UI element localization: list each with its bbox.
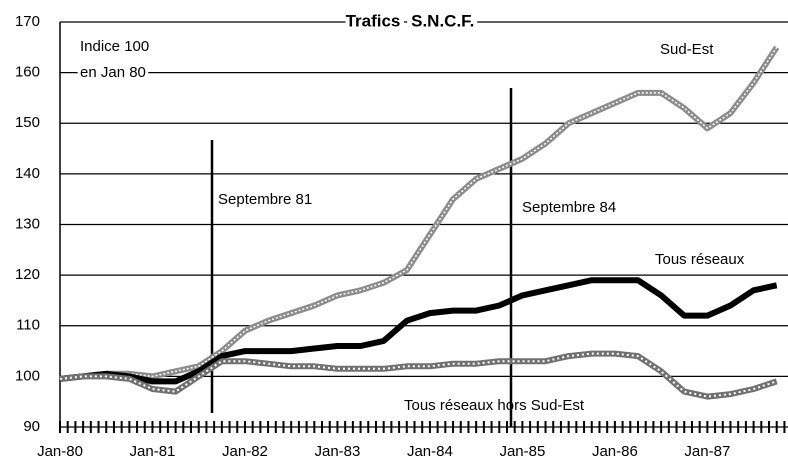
annotation: Septembre 84 [522, 199, 616, 216]
series-line-pattern [59, 352, 778, 398]
series-line [59, 45, 780, 382]
x-tick-label: Jan-82 [222, 443, 268, 460]
x-tick-label: Jan-86 [592, 443, 638, 460]
y-tick-label: 120 [15, 266, 40, 283]
annotation: en Jan 80 [80, 64, 146, 81]
y-tick-label: 90 [23, 418, 40, 435]
series-label: Tous réseaux [655, 251, 745, 268]
x-tick-label: Jan-87 [684, 443, 730, 460]
chart-title: Trafics S.N.C.F. [346, 11, 475, 30]
series-line [59, 277, 778, 385]
annotation: Indice 100 [80, 38, 149, 55]
y-tick-label: 130 [15, 215, 40, 232]
y-tick-label: 160 [15, 64, 40, 81]
x-tick-label: Jan-84 [407, 443, 453, 460]
y-tick-label: 140 [15, 165, 40, 182]
y-tick-label: 150 [15, 114, 40, 131]
y-tick-label: 110 [16, 317, 40, 334]
series-label: Sud-Est [660, 41, 714, 58]
y-tick-label: 100 [15, 367, 40, 384]
series-label: Tous réseaux hors Sud-Est [404, 397, 585, 414]
series-line-pattern [59, 46, 778, 380]
x-tick-label: Jan-85 [499, 443, 545, 460]
y-tick-label: 170 [15, 13, 40, 30]
annotation: Septembre 81 [218, 191, 312, 208]
x-tick-label: Jan-81 [130, 443, 176, 460]
x-tick-label: Jan-83 [315, 443, 361, 460]
x-tick-label: Jan-80 [37, 443, 83, 460]
